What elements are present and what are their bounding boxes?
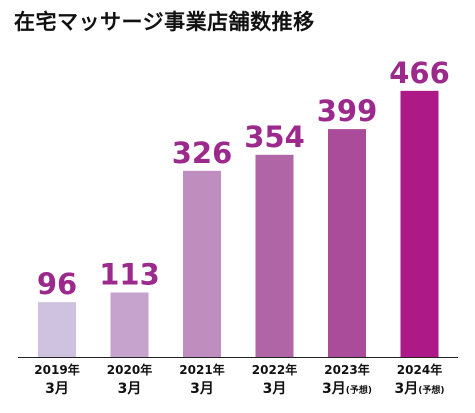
x-tick-month-3: 3月 <box>263 381 287 397</box>
value-labels-group: 96 113 326 354 399 466 <box>37 56 450 301</box>
x-tick-month-1: 3月 <box>118 381 142 397</box>
x-tick-month-5: 3月(予想) <box>395 381 445 397</box>
bar-1 <box>110 292 149 357</box>
bar-4 <box>328 129 366 357</box>
value-label-1: 113 <box>99 257 160 291</box>
value-label-3: 354 <box>244 120 305 154</box>
bar-2 <box>183 170 221 357</box>
x-tick-year-0: 2019年 <box>34 362 79 377</box>
x-tick-month-4: 3月(予想) <box>322 381 372 397</box>
x-tick-note-5: (予想) <box>418 384 444 396</box>
value-label-4: 399 <box>317 94 378 128</box>
x-tick-year-2: 2021年 <box>179 362 224 377</box>
value-label-2: 326 <box>172 136 233 170</box>
x-tick-year-1: 2020年 <box>107 362 152 377</box>
x-tick-month-0: 3月 <box>45 381 69 397</box>
value-label-5: 466 <box>389 56 450 90</box>
x-tick-labels-group: 2019年 3月 2020年 3月 2021年 3月 2022年 3月 2023年 3月(予想) 2… <box>34 362 444 397</box>
x-tick-year-5: 2024年 <box>397 362 442 377</box>
x-tick-year-4: 2023年 <box>324 362 369 377</box>
bar-3 <box>255 154 294 357</box>
value-label-0: 96 <box>37 267 77 301</box>
x-tick-note-4: (予想) <box>346 384 372 396</box>
x-tick-month-2: 3月 <box>190 381 214 397</box>
x-tick-year-3: 2022年 <box>252 362 297 377</box>
bars-group <box>38 90 439 357</box>
chart-title: 在宅マッサージ事業店舗数推移 <box>14 10 315 34</box>
bar-5 <box>400 90 439 357</box>
bar-0 <box>38 302 76 357</box>
